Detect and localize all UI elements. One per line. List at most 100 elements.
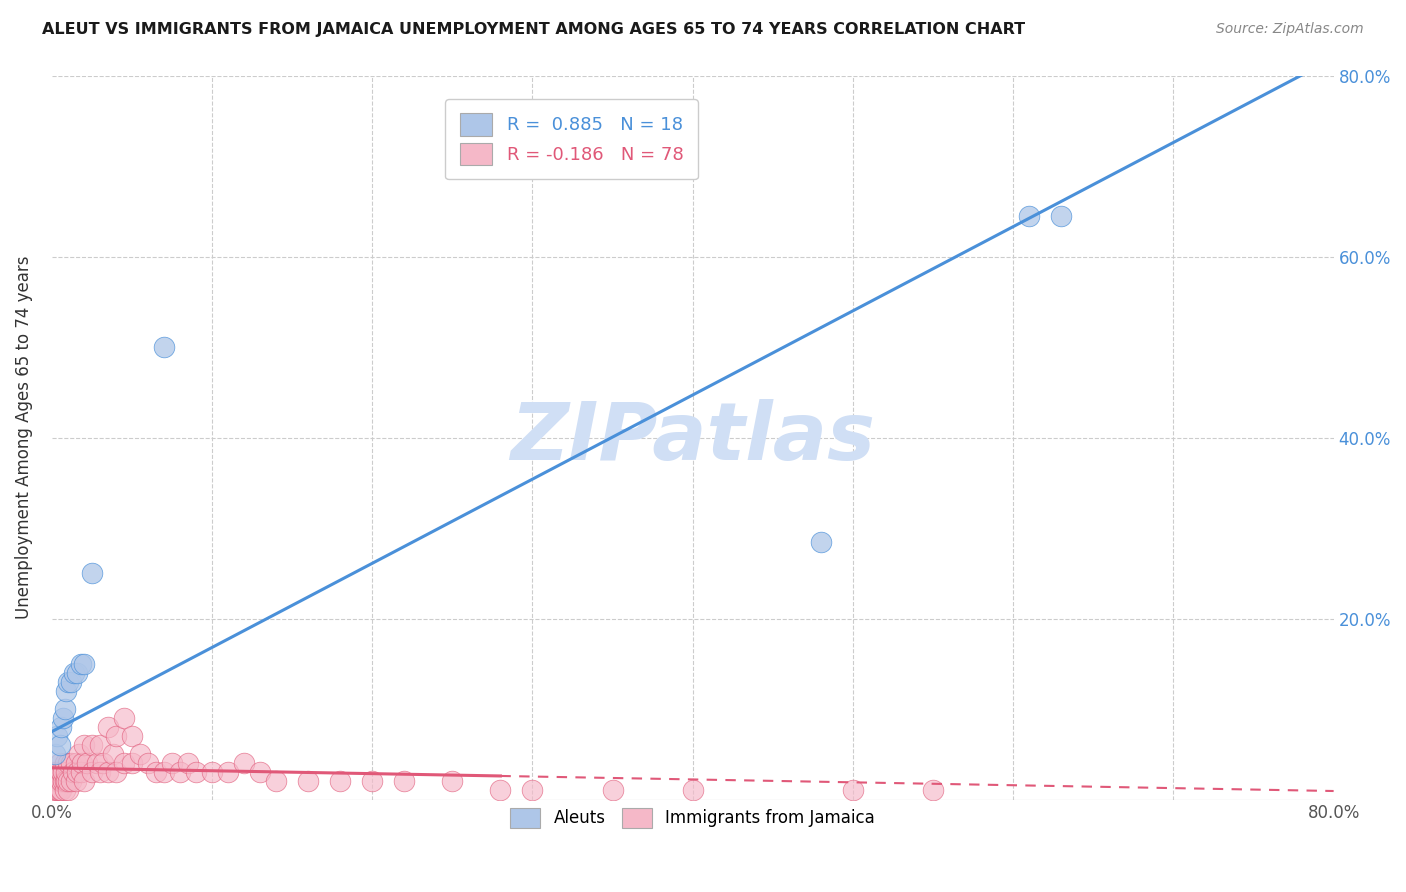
Point [51, 774, 73, 789]
Point [136, 756, 159, 771]
Point [97, 720, 120, 734]
Point [97, 765, 120, 780]
Point [49, 738, 72, 752]
Point [91, 756, 114, 771]
Point [249, 765, 271, 780]
Point [76, 756, 98, 771]
Point [73, 774, 96, 789]
Point [89, 765, 111, 780]
Point [394, 774, 416, 789]
Point [112, 756, 135, 771]
Point [489, 783, 512, 797]
Point [297, 774, 319, 789]
Point [1050, 209, 1073, 223]
Point [67, 747, 90, 762]
Point [89, 738, 111, 752]
Point [682, 783, 704, 797]
Point [44, 783, 66, 797]
Point [145, 765, 167, 780]
Point [69, 765, 91, 780]
Text: ZIPatlas: ZIPatlas [510, 399, 875, 476]
Point [55, 774, 77, 789]
Point [69, 657, 91, 671]
Point [922, 783, 945, 797]
Point [201, 765, 224, 780]
Point [51, 783, 73, 797]
Point [59, 756, 82, 771]
Point [53, 702, 76, 716]
Point [53, 756, 76, 771]
Point [53, 774, 76, 789]
Point [217, 765, 239, 780]
Point [63, 665, 86, 680]
Text: ALEUT VS IMMIGRANTS FROM JAMAICA UNEMPLOYMENT AMONG AGES 65 TO 74 YEARS CORRELAT: ALEUT VS IMMIGRANTS FROM JAMAICA UNEMPLO… [42, 22, 1025, 37]
Point [112, 711, 135, 725]
Point [70, 756, 93, 771]
Point [44, 747, 66, 762]
Point [128, 747, 150, 762]
Point [49, 765, 72, 780]
Point [1018, 209, 1040, 223]
Point [169, 765, 191, 780]
Point [160, 756, 183, 771]
Point [55, 684, 77, 698]
Point [46, 774, 69, 789]
Text: Source: ZipAtlas.com: Source: ZipAtlas.com [1216, 22, 1364, 37]
Point [73, 738, 96, 752]
Point [56, 774, 79, 789]
Point [153, 340, 176, 354]
Point [52, 765, 75, 780]
Point [45, 765, 67, 780]
Point [177, 756, 200, 771]
Point [52, 774, 75, 789]
Point [441, 774, 464, 789]
Point [49, 783, 72, 797]
Point [810, 534, 832, 549]
Point [42, 765, 65, 780]
Point [56, 674, 79, 689]
Point [59, 674, 82, 689]
Point [53, 783, 76, 797]
Point [45, 783, 67, 797]
Point [104, 765, 127, 780]
Point [153, 765, 176, 780]
Point [44, 774, 66, 789]
Point [80, 738, 103, 752]
Point [121, 729, 143, 743]
Point [56, 756, 79, 771]
Point [522, 783, 544, 797]
Point [59, 774, 82, 789]
Point [602, 783, 624, 797]
Point [80, 566, 103, 581]
Point [56, 783, 79, 797]
Point [51, 720, 73, 734]
Point [361, 774, 384, 789]
Point [233, 756, 256, 771]
Point [184, 765, 207, 780]
Point [45, 774, 67, 789]
Point [49, 756, 72, 771]
Point [73, 657, 96, 671]
Point [65, 756, 87, 771]
Point [104, 729, 127, 743]
Point [45, 729, 67, 743]
Point [49, 774, 72, 789]
Point [264, 774, 287, 789]
Point [329, 774, 352, 789]
Point [66, 765, 89, 780]
Point [66, 665, 89, 680]
Point [842, 783, 865, 797]
Point [42, 774, 65, 789]
Legend: Aleuts, Immigrants from Jamaica: Aleuts, Immigrants from Jamaica [503, 801, 882, 835]
Point [46, 783, 69, 797]
Point [44, 765, 66, 780]
Point [80, 765, 103, 780]
Point [65, 774, 87, 789]
Point [101, 747, 124, 762]
Point [62, 765, 84, 780]
Point [121, 756, 143, 771]
Point [52, 711, 75, 725]
Point [55, 765, 77, 780]
Point [51, 765, 73, 780]
Y-axis label: Unemployment Among Ages 65 to 74 years: Unemployment Among Ages 65 to 74 years [15, 256, 32, 619]
